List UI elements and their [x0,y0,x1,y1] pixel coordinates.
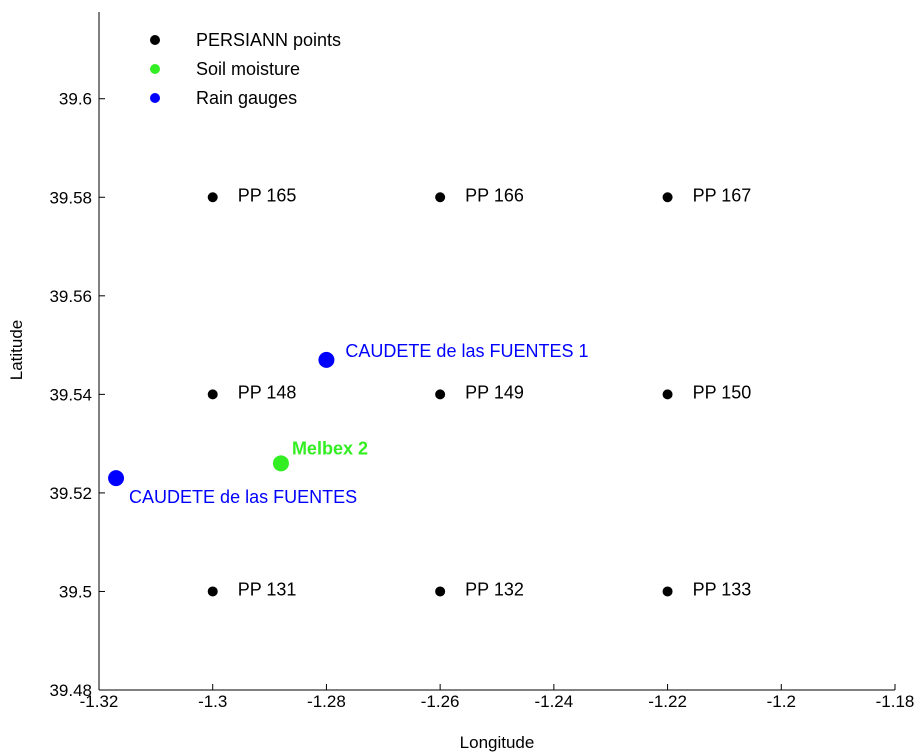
persiann-point [435,389,446,400]
persiann-point [207,192,218,203]
x-tick-label: -1.28 [307,692,346,711]
data-points [108,192,673,597]
y-tick-label: 39.52 [49,484,92,503]
x-tick-label: -1.18 [876,692,915,711]
point-label: PP 148 [238,382,297,402]
x-tick-label: -1.26 [421,692,460,711]
point-label: CAUDETE de las FUENTES [129,487,357,507]
y-tick-label: 39.5 [59,582,92,601]
x-tick-label: -1.22 [648,692,687,711]
persiann-point [435,192,446,203]
legend-label: Rain gauges [196,88,297,108]
legend-label: PERSIANN points [196,30,341,50]
y-tick-label: 39.54 [49,385,92,404]
x-axis-title: Longitude [460,733,535,752]
soil-moisture-point [272,455,289,472]
y-tick-label: 39.58 [49,188,92,207]
point-label: PP 166 [465,185,524,205]
y-tick-label: 39.56 [49,287,92,306]
ticks: -1.32 -1.3 -1.28 -1.26 -1.24 -1.22 -1.2 -1.18 39… [49,90,914,711]
rain-gauge-point [108,470,125,487]
point-label: CAUDETE de las FUENTES 1 [345,341,588,361]
persiann-point [662,389,673,400]
point-label: Melbex 2 [292,438,368,458]
point-label: PP 165 [238,185,297,205]
legend-marker [150,64,160,74]
rain-gauge-point [318,351,335,368]
point-label: PP 149 [465,382,524,402]
point-label: PP 131 [238,579,297,599]
x-tick-label: -1.3 [198,692,227,711]
persiann-point [207,389,218,400]
legend-marker [150,93,160,103]
x-tick-label: -1.32 [80,692,119,711]
y-axis-title: Latitude [7,320,26,381]
legend: PERSIANN points Soil moisture Rain gauges [150,30,341,108]
legend-label: Soil moisture [196,59,300,79]
persiann-point [662,192,673,203]
x-tick-label: -1.24 [534,692,573,711]
point-label: PP 132 [465,579,524,599]
x-tick-label: -1.2 [767,692,796,711]
axes [98,12,895,691]
point-label: PP 133 [693,579,752,599]
y-tick-label: 39.6 [59,90,92,109]
point-label: PP 167 [693,185,752,205]
legend-marker [150,35,160,45]
persiann-point [207,586,218,597]
persiann-point [662,586,673,597]
persiann-point [435,586,446,597]
y-tick-label: 39.48 [49,681,92,700]
point-labels: PP 165 PP 166 PP 167 PP 148 PP 149 PP 150 PP 1… [129,185,751,599]
point-label: PP 150 [693,382,752,402]
